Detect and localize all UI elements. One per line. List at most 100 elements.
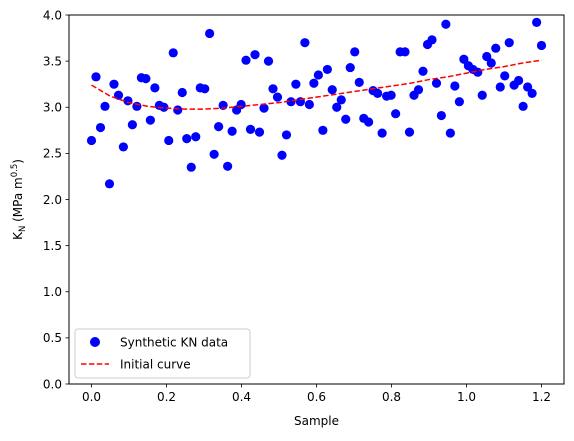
data-point xyxy=(459,54,469,64)
data-point xyxy=(227,126,237,136)
data-point xyxy=(514,75,524,86)
data-point xyxy=(427,35,437,45)
data-point xyxy=(182,134,192,144)
data-point xyxy=(391,109,401,119)
data-point xyxy=(486,58,496,68)
y-label-units-close: ) xyxy=(11,159,25,164)
y-tick-label: 1.5 xyxy=(43,239,62,253)
data-point xyxy=(214,122,224,132)
y-label-units: (MPa m xyxy=(11,177,25,225)
data-point xyxy=(404,127,415,137)
data-point xyxy=(104,179,115,189)
legend-marker-scatter xyxy=(90,337,100,347)
y-tick-label: 1.0 xyxy=(43,285,62,299)
data-point xyxy=(532,17,542,27)
data-point xyxy=(445,128,455,138)
data-point xyxy=(286,97,296,107)
data-point xyxy=(373,88,383,99)
data-point xyxy=(482,51,492,62)
data-point xyxy=(322,64,332,75)
y-tick-label: 3.5 xyxy=(43,54,62,68)
data-layer xyxy=(86,17,547,189)
data-point xyxy=(118,142,128,152)
data-point xyxy=(150,83,160,93)
data-point xyxy=(313,70,323,80)
legend-label-scatter: Synthetic KN data xyxy=(120,336,228,350)
data-point xyxy=(86,135,97,146)
data-point xyxy=(277,150,287,160)
initial-curve-line xyxy=(91,59,542,110)
data-point xyxy=(341,114,351,124)
data-point xyxy=(318,125,328,135)
data-point xyxy=(386,90,396,100)
data-point xyxy=(400,47,410,57)
legend-frame xyxy=(74,328,251,379)
data-point xyxy=(309,78,319,88)
data-point xyxy=(441,19,451,29)
data-point xyxy=(491,43,501,53)
data-point xyxy=(304,99,314,110)
data-point xyxy=(132,101,142,111)
x-tick-label: 0.4 xyxy=(232,390,251,404)
y-tick-label: 3.0 xyxy=(43,101,62,115)
y-tick-label: 2.5 xyxy=(43,147,62,161)
legend: Synthetic KN data Initial curve xyxy=(74,328,251,379)
y-tick-label: 2.0 xyxy=(43,193,62,207)
data-point xyxy=(186,162,196,172)
data-point xyxy=(450,81,460,91)
data-point xyxy=(495,82,505,92)
legend-label-line: Initial curve xyxy=(120,358,191,372)
data-point xyxy=(100,101,110,111)
y-axis-ticks: 0.0 0.5 1.0 1.5 2.0 2.5 3.0 3.5 4.0 xyxy=(43,8,69,391)
data-point xyxy=(272,92,283,102)
data-point xyxy=(209,149,219,159)
data-point xyxy=(364,117,374,127)
data-point xyxy=(168,48,178,58)
data-point xyxy=(350,47,360,57)
data-point xyxy=(245,124,256,134)
data-point xyxy=(177,87,187,98)
data-point xyxy=(145,115,155,125)
data-point xyxy=(259,103,269,113)
data-point xyxy=(281,130,292,140)
data-point xyxy=(332,102,342,112)
y-label-main: K xyxy=(11,231,25,240)
data-point xyxy=(223,161,233,171)
data-point xyxy=(127,120,137,130)
data-point xyxy=(527,88,537,99)
data-point xyxy=(504,38,514,48)
x-tick-label: 0.2 xyxy=(157,390,176,404)
data-point xyxy=(91,72,101,82)
x-axis-label: Sample xyxy=(294,414,339,428)
data-point xyxy=(200,84,210,94)
x-tick-label: 0.6 xyxy=(307,390,326,404)
data-point xyxy=(164,135,174,146)
data-point xyxy=(263,56,274,66)
data-point xyxy=(518,101,528,111)
data-point xyxy=(500,71,510,81)
data-point xyxy=(327,85,337,95)
x-tick-label: 0.8 xyxy=(382,390,401,404)
data-point xyxy=(418,66,428,76)
data-point xyxy=(454,97,464,107)
data-point xyxy=(377,128,387,138)
data-point xyxy=(236,99,246,110)
data-point xyxy=(254,127,265,137)
data-point xyxy=(159,102,169,112)
data-point xyxy=(413,85,424,95)
data-point xyxy=(95,122,106,133)
x-tick-label: 0.0 xyxy=(82,390,101,404)
data-point xyxy=(536,40,547,51)
data-point xyxy=(250,50,260,60)
data-point xyxy=(431,78,442,88)
data-point xyxy=(345,62,355,73)
x-tick-label: 1.0 xyxy=(457,390,476,404)
data-point xyxy=(354,77,364,87)
data-point xyxy=(173,105,183,115)
data-point xyxy=(477,90,487,100)
data-point xyxy=(205,28,215,39)
data-point xyxy=(268,84,278,94)
data-point xyxy=(141,74,151,84)
x-tick-label: 1.2 xyxy=(532,390,551,404)
